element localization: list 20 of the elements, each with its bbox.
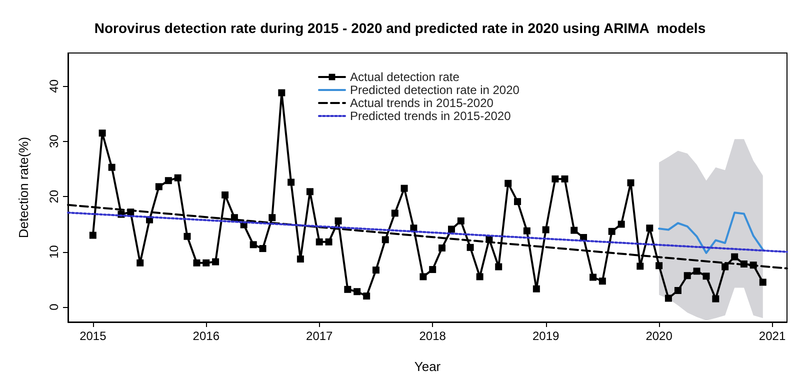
y-tick-label: 20 [47,190,61,204]
legend-label: Actual trends in 2015-2020 [350,96,494,110]
x-axis-title: Year [414,359,442,374]
x-tick-label: 2015 [80,329,107,343]
x-tick-label: 2018 [419,329,446,343]
x-tick-label: 2019 [532,329,560,343]
x-tick-label: 2020 [646,329,673,343]
y-axis-title: Detection rate(%) [16,136,31,238]
x-tick-label: 2017 [306,329,334,343]
y-tick-label: 30 [47,134,61,148]
chart-title: Norovirus detection rate during 2015 - 2020 and predicted rate in 2020 using ARIMA models [94,20,706,36]
x-tick-label: 2021 [758,329,786,343]
legend-label: Predicted detection rate in 2020 [350,83,520,97]
y-tick-label: 10 [47,244,61,259]
legend-label: Predicted trends in 2015-2020 [350,109,512,123]
y-tick-label: 40 [47,79,61,93]
legend-label: Actual detection rate [350,70,460,84]
y-tick-label: 0 [47,303,61,310]
x-tick-label: 2016 [192,329,220,343]
line-series [658,212,764,254]
